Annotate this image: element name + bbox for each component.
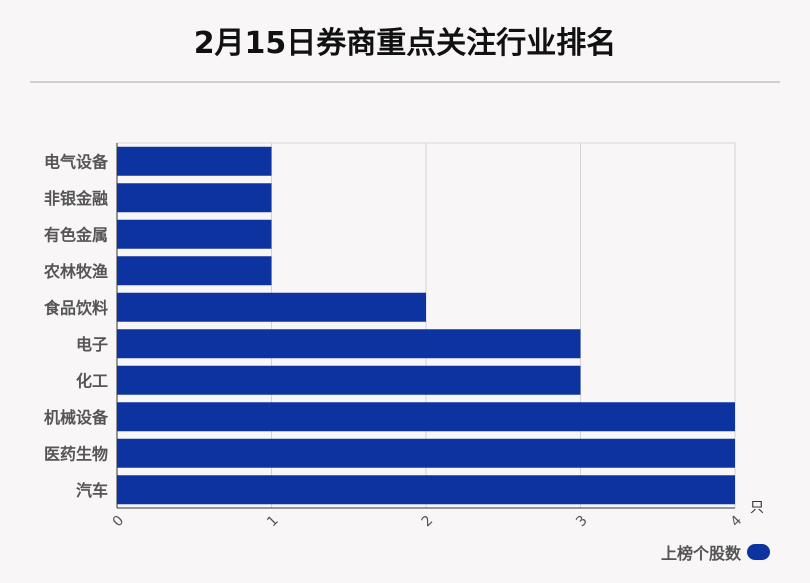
bar — [117, 402, 735, 432]
bar — [117, 365, 581, 395]
x-tick-label: 0 — [110, 513, 128, 531]
x-unit-label: 只 — [750, 500, 764, 516]
bar — [117, 438, 735, 468]
category-label: 农林牧渔 — [43, 262, 108, 281]
bar — [117, 329, 581, 359]
bar — [117, 183, 272, 213]
category-label: 汽车 — [76, 481, 108, 500]
x-tick-label: 2 — [419, 513, 437, 531]
category-label: 食品饮料 — [43, 298, 108, 317]
category-label: 化工 — [76, 371, 108, 390]
bar — [117, 219, 272, 249]
category-label: 机械设备 — [44, 408, 109, 427]
category-label: 电子 — [76, 335, 108, 354]
title-divider — [30, 81, 780, 83]
chart-title: 2月15日券商重点关注行业排名 — [193, 26, 617, 61]
category-label: 有色金属 — [44, 225, 108, 244]
legend-swatch — [747, 544, 770, 560]
x-tick-label: 3 — [573, 513, 591, 531]
category-label: 电气设备 — [44, 152, 109, 171]
category-label: 非银金融 — [44, 189, 108, 208]
legend-label: 上榜个股数 — [660, 544, 741, 563]
category-label: 医药生物 — [44, 444, 108, 463]
legend: 上榜个股数 — [661, 540, 770, 564]
bar — [117, 256, 272, 286]
bar — [117, 292, 426, 322]
x-tick-label: 4 — [728, 513, 746, 531]
bar — [117, 475, 735, 505]
x-tick-label: 1 — [264, 513, 282, 531]
bar — [117, 146, 272, 176]
